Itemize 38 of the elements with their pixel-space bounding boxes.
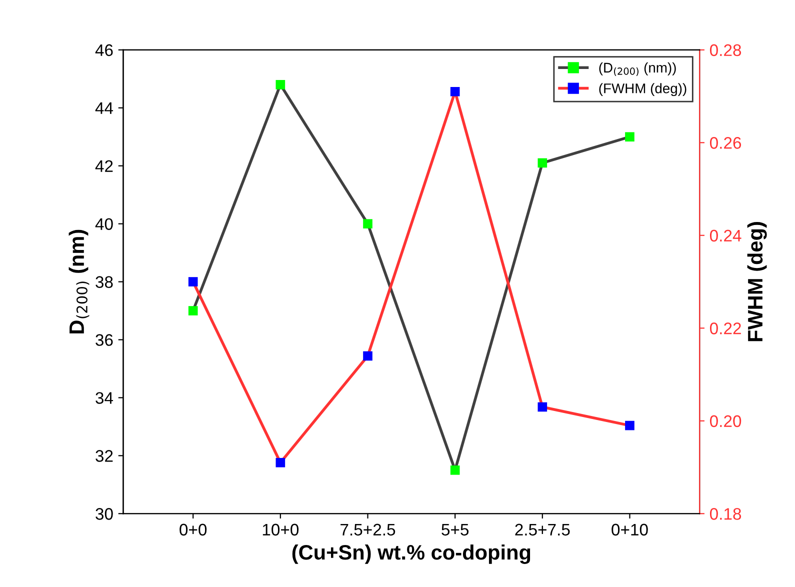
legend-label: (D$_{(200)}$ (nm)) [599,62,676,76]
point [363,351,372,361]
y2-tick-label: 0.24 [710,230,742,242]
point [188,306,198,316]
x-tick-label: 10+0 [262,524,299,536]
y-tick-label: 46 [95,44,113,56]
point [276,458,286,468]
y2-tick-label: 0.26 [710,137,742,149]
point [276,80,286,90]
y2-tick-label: 0.18 [710,508,742,520]
point [450,465,460,475]
y2-tick-label: 0.20 [710,415,742,428]
x-axis-title: (Cu+Sn) wt.% co-doping [292,544,530,564]
x-tick-label: 5+5 [442,524,469,536]
point [538,158,548,168]
y-tick-label: 44 [95,102,114,114]
y2-tick-label: 0.22 [710,322,741,334]
x-tick-label: 0+10 [612,524,648,536]
y-axis-title: D$_{(200)}$ (nm) [68,230,90,334]
point [625,132,634,142]
legend-label: (FWHM (deg)) [599,83,686,96]
y-tick-label: 32 [96,450,113,462]
y2-axis-title: FWHM (deg) [747,222,767,342]
y2-tick-label: 0.28 [710,44,742,56]
y-tick-label: 30 [96,508,113,520]
y-tick-label: 34 [96,392,114,404]
y-tick-label: 36 [96,334,113,346]
point [188,277,198,286]
x-tick-label: 7.5+2.5 [340,524,396,536]
y-tick-label: 40 [95,218,113,230]
x-tick-label: 2.5+7.5 [515,524,570,536]
y-tick-label: 38 [96,276,113,288]
x-tick-label: 0+0 [180,524,207,536]
point [450,86,460,96]
point [625,420,634,430]
point [363,219,372,228]
y-tick-label: 42 [95,160,113,172]
point [538,402,548,412]
